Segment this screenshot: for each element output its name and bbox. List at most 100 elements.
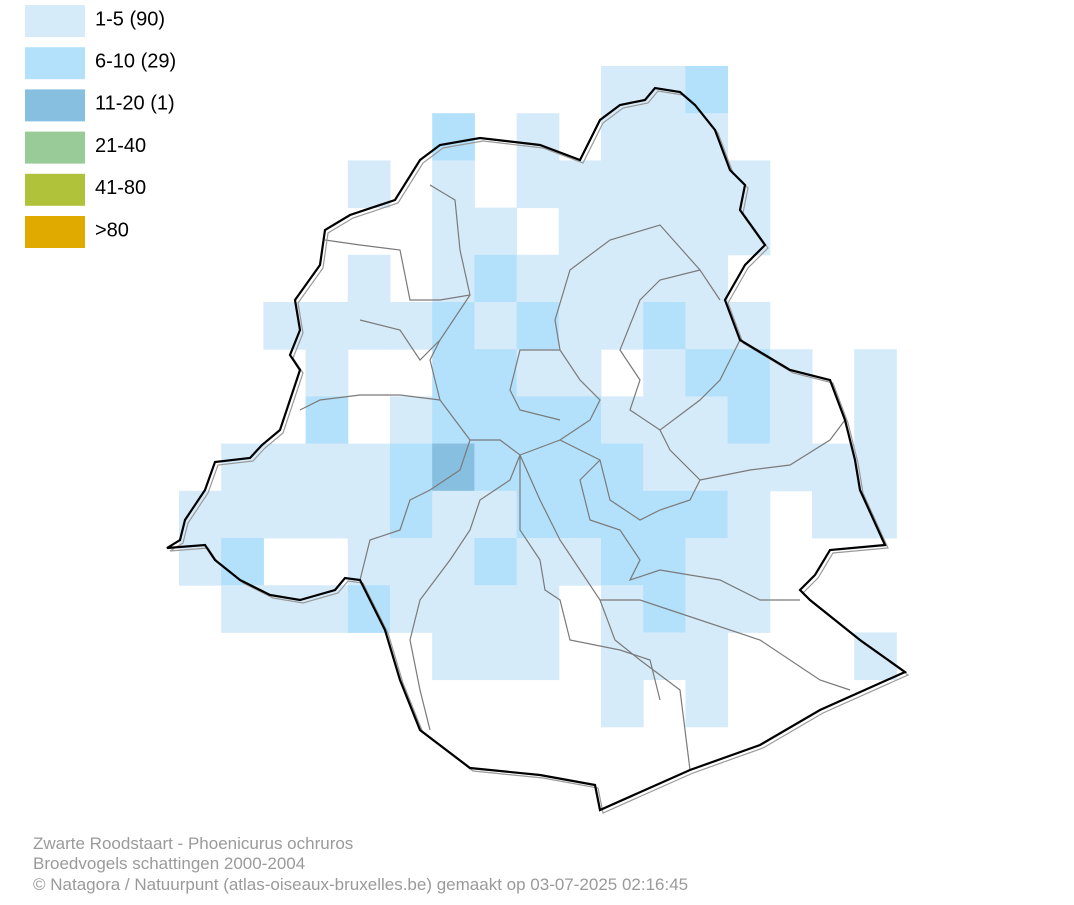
grid-cell [601, 113, 644, 161]
grid-cell [601, 396, 644, 445]
grid-cell [685, 207, 729, 256]
grid-cell [854, 443, 897, 492]
grid-cell [432, 207, 475, 256]
legend: 1-5 (90) 6-10 (29) 11-20 (1) 21-40 41-80 >80 [25, 5, 176, 248]
grid-cell [601, 443, 644, 492]
grid-cell [474, 349, 518, 397]
grid-cell [474, 396, 518, 445]
legend-swatch [25, 89, 85, 122]
grid-cell [347, 160, 391, 209]
grid-cell [347, 538, 391, 586]
grid-cell [474, 443, 518, 492]
grid-cell [643, 160, 686, 209]
grid-cell [474, 302, 518, 350]
grid-cell [558, 538, 602, 586]
grid-cell [432, 632, 475, 681]
grid-cell [347, 490, 391, 539]
grid-cell [516, 396, 560, 445]
grid-cell [601, 679, 644, 728]
legend-label: 41-80 [95, 177, 146, 199]
grid-cell [516, 254, 560, 303]
legend-swatch [25, 216, 85, 248]
legend-label: 11-20 (1) [95, 93, 175, 115]
region-outline [166, 86, 908, 812]
grid-cell [685, 585, 729, 633]
grid-cell [769, 443, 813, 492]
grid-cell [643, 396, 686, 445]
grid-cell [390, 443, 433, 492]
grid-cell [305, 443, 349, 492]
grid-cell [643, 207, 686, 256]
grid-cell [812, 490, 855, 539]
grid-cell [854, 490, 897, 539]
grid-cell [685, 160, 729, 209]
grid-cell [432, 254, 475, 303]
grid-cell [558, 443, 602, 492]
grid-cell [474, 585, 518, 633]
grid-cell [516, 349, 560, 397]
grid-cell [474, 254, 518, 303]
legend-swatch [25, 5, 85, 37]
grid-cell [601, 538, 644, 586]
grid-cell [305, 396, 349, 445]
grid-cell [685, 490, 729, 539]
footer-line: Broedvogels schattingen 2000-2004 [33, 854, 305, 873]
grid-cell [601, 66, 644, 114]
grid-cell [685, 302, 729, 350]
grid-cell [727, 207, 771, 256]
legend-label: 21-40 [95, 135, 146, 157]
grid-cell [263, 585, 307, 633]
grid-cell [727, 585, 771, 633]
municipality-borders [299, 184, 851, 771]
grid-cell [432, 490, 475, 539]
legend-swatch [25, 131, 85, 164]
grid-cell [516, 538, 560, 586]
grid-cell [432, 585, 475, 633]
grid-cell [390, 396, 433, 445]
grid-cell [643, 632, 686, 681]
grid-cell [516, 302, 560, 350]
grid-cell [727, 443, 771, 492]
grid-cell [432, 396, 475, 445]
grid-cell [854, 396, 897, 445]
grid-cells [179, 66, 897, 728]
grid-cell [516, 113, 560, 161]
grid-cell [601, 585, 644, 633]
grid-cell [516, 160, 560, 209]
grid-cell [769, 396, 813, 445]
grid-cell [685, 632, 729, 681]
grid-cell [221, 538, 264, 586]
grid-cell [727, 538, 771, 586]
grid-cell [601, 254, 644, 303]
grid-cell [474, 632, 518, 681]
footer-line: © Natagora / Natuurpunt (atlas-oiseaux-b… [33, 875, 688, 894]
grid-cell [727, 490, 771, 539]
grid-cell [727, 160, 771, 209]
grid-cell [305, 349, 349, 397]
grid-cell [516, 585, 560, 633]
grid-cell [558, 349, 602, 397]
grid-cell [432, 160, 475, 209]
grid-cell [601, 490, 644, 539]
grid-cell [643, 585, 686, 633]
legend-swatch [25, 173, 85, 206]
legend-label: 1-5 (90) [95, 8, 165, 30]
grid-cell [432, 349, 475, 397]
grid-cell [347, 254, 391, 303]
legend-label: >80 [95, 219, 129, 241]
grid-cell [516, 490, 560, 539]
grid-cell [221, 490, 264, 539]
grid-cell [854, 349, 897, 397]
grid-cell [516, 632, 560, 681]
grid-cell [474, 207, 518, 256]
grid-cell [516, 443, 560, 492]
grid-cell [727, 396, 771, 445]
grid-cell [221, 585, 264, 633]
grid-cell [305, 490, 349, 539]
grid-cell [685, 443, 729, 492]
grid-cell [643, 302, 686, 350]
grid-cell [685, 349, 729, 397]
grid-cell [685, 679, 729, 728]
